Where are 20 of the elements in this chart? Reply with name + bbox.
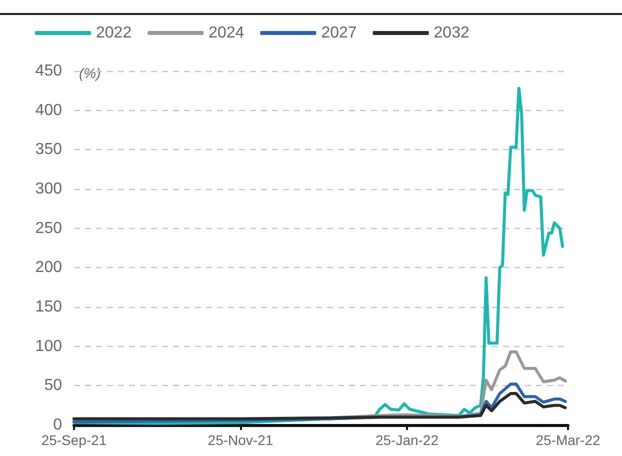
- y-tick-label: 250: [35, 220, 62, 237]
- legend-label: 2024: [208, 24, 244, 42]
- y-tick-label: 350: [35, 141, 62, 158]
- y-tick-label: 400: [35, 102, 62, 119]
- y-tick-label: 50: [44, 377, 62, 394]
- x-tick-label: 25-Sep-21: [41, 432, 107, 448]
- y-tick-label: 100: [35, 338, 62, 355]
- legend-label: 2027: [321, 24, 357, 42]
- y-tick-label: 300: [35, 180, 62, 198]
- x-tick-label: 25-Mar-22: [536, 432, 600, 448]
- y-tick-label: 0: [53, 416, 62, 434]
- y-tick-label: 150: [35, 298, 62, 316]
- y-tick-label: 450: [35, 62, 62, 80]
- x-tick-label: 25-Nov-21: [208, 432, 274, 448]
- x-tick-label: 25-Jan-22: [375, 432, 439, 448]
- y-tick-label: 200: [35, 259, 62, 276]
- legend-label: 2022: [96, 24, 132, 42]
- line-series: [72, 392, 567, 420]
- y-axis-title: (%): [79, 65, 101, 81]
- legend-label: 2032: [434, 24, 470, 42]
